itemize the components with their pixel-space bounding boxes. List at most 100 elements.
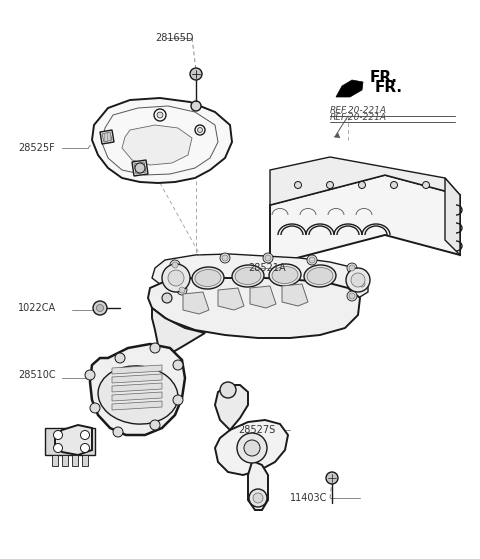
Circle shape — [357, 279, 367, 289]
Circle shape — [265, 255, 271, 261]
Circle shape — [168, 270, 184, 286]
Polygon shape — [334, 133, 340, 138]
Polygon shape — [218, 288, 244, 310]
Polygon shape — [82, 455, 88, 466]
Circle shape — [244, 440, 260, 456]
Circle shape — [90, 403, 100, 413]
Polygon shape — [134, 162, 146, 174]
Polygon shape — [148, 278, 360, 338]
Polygon shape — [112, 374, 162, 383]
Text: 28165D: 28165D — [155, 33, 193, 43]
Circle shape — [81, 443, 89, 452]
Circle shape — [53, 443, 62, 452]
Polygon shape — [270, 157, 460, 205]
Text: 28525F: 28525F — [18, 143, 55, 153]
Circle shape — [170, 260, 180, 270]
Polygon shape — [62, 455, 68, 466]
Polygon shape — [282, 284, 308, 306]
Circle shape — [249, 489, 267, 507]
Circle shape — [220, 253, 230, 263]
Circle shape — [307, 255, 317, 265]
Polygon shape — [112, 383, 162, 392]
Circle shape — [162, 264, 190, 292]
Text: 28527S: 28527S — [238, 425, 275, 435]
Polygon shape — [112, 365, 162, 374]
Circle shape — [177, 285, 187, 295]
Circle shape — [173, 395, 183, 405]
Circle shape — [179, 287, 185, 293]
Circle shape — [115, 353, 125, 363]
Polygon shape — [140, 308, 205, 408]
Circle shape — [351, 273, 365, 287]
Circle shape — [347, 291, 357, 301]
Ellipse shape — [192, 267, 224, 289]
Circle shape — [220, 382, 236, 398]
Polygon shape — [132, 160, 148, 176]
Circle shape — [96, 305, 104, 311]
Circle shape — [359, 182, 365, 188]
Circle shape — [222, 255, 228, 261]
Circle shape — [391, 182, 397, 188]
Polygon shape — [92, 98, 232, 183]
Circle shape — [253, 493, 263, 503]
Circle shape — [263, 253, 273, 263]
Text: REF.20-221A: REF.20-221A — [330, 113, 387, 122]
Ellipse shape — [307, 268, 333, 285]
Circle shape — [359, 281, 365, 287]
Ellipse shape — [195, 269, 221, 287]
Ellipse shape — [235, 268, 261, 285]
Polygon shape — [250, 286, 276, 308]
Polygon shape — [270, 175, 460, 265]
Circle shape — [422, 182, 430, 188]
Text: FR.: FR. — [370, 70, 398, 86]
Polygon shape — [112, 392, 162, 401]
Circle shape — [113, 427, 123, 437]
Circle shape — [190, 68, 202, 80]
Polygon shape — [45, 428, 95, 455]
Circle shape — [173, 360, 183, 370]
Polygon shape — [445, 178, 460, 255]
Polygon shape — [102, 132, 112, 142]
Circle shape — [157, 112, 163, 118]
Ellipse shape — [272, 267, 298, 283]
Circle shape — [150, 420, 160, 430]
Circle shape — [154, 109, 166, 121]
Text: 1022CA: 1022CA — [18, 303, 56, 313]
Polygon shape — [248, 462, 268, 510]
Text: REF.20-221A: REF.20-221A — [330, 106, 387, 115]
Polygon shape — [336, 80, 363, 97]
Circle shape — [150, 343, 160, 353]
Polygon shape — [183, 292, 209, 314]
Text: 28510C: 28510C — [18, 370, 56, 380]
Circle shape — [326, 182, 334, 188]
Circle shape — [237, 433, 267, 463]
Polygon shape — [152, 254, 368, 302]
Polygon shape — [112, 401, 162, 410]
Circle shape — [349, 293, 355, 299]
Text: FR.: FR. — [375, 80, 403, 96]
Circle shape — [81, 430, 89, 439]
Ellipse shape — [98, 366, 178, 424]
Circle shape — [53, 430, 62, 439]
Circle shape — [295, 182, 301, 188]
Polygon shape — [90, 344, 185, 435]
Ellipse shape — [232, 265, 264, 287]
Polygon shape — [52, 455, 58, 466]
Text: 11403C: 11403C — [290, 493, 327, 503]
Polygon shape — [215, 420, 288, 475]
Polygon shape — [72, 455, 78, 466]
Ellipse shape — [304, 265, 336, 287]
Circle shape — [135, 163, 145, 173]
Circle shape — [172, 262, 178, 268]
Circle shape — [162, 293, 172, 303]
Circle shape — [93, 301, 107, 315]
Ellipse shape — [269, 264, 301, 286]
Polygon shape — [215, 385, 248, 430]
Circle shape — [195, 125, 205, 135]
Circle shape — [349, 265, 355, 271]
Circle shape — [347, 263, 357, 273]
Circle shape — [326, 472, 338, 484]
Polygon shape — [100, 130, 114, 144]
Circle shape — [85, 370, 95, 380]
Polygon shape — [55, 425, 92, 455]
